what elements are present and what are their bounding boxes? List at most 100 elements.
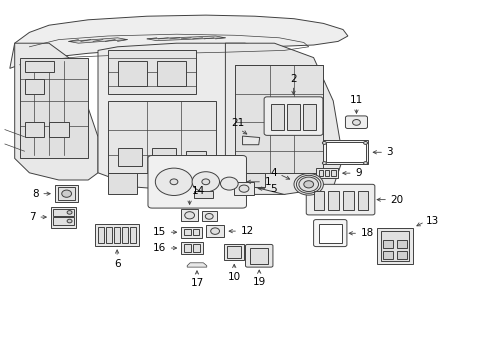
Bar	[20, 58, 88, 158]
Bar	[343, 191, 354, 210]
Bar	[118, 61, 147, 86]
Polygon shape	[15, 43, 98, 180]
Text: 20: 20	[391, 195, 404, 204]
Circle shape	[352, 120, 361, 125]
Text: 7: 7	[29, 212, 36, 222]
Circle shape	[322, 162, 326, 165]
Bar	[24, 61, 54, 72]
Text: 21: 21	[231, 118, 245, 128]
Bar	[181, 227, 202, 238]
Text: 16: 16	[153, 243, 166, 253]
Text: 13: 13	[426, 216, 440, 226]
Bar	[55, 185, 78, 202]
Text: 11: 11	[350, 95, 363, 105]
Bar	[184, 244, 191, 252]
Bar	[224, 244, 244, 260]
Polygon shape	[243, 136, 260, 145]
Text: 10: 10	[228, 272, 241, 282]
Circle shape	[364, 162, 368, 165]
Circle shape	[294, 174, 323, 195]
Text: 3: 3	[387, 147, 393, 157]
Bar	[323, 140, 368, 164]
Bar	[235, 173, 265, 187]
Bar	[397, 240, 407, 248]
Bar	[157, 61, 186, 86]
Circle shape	[185, 212, 195, 219]
Circle shape	[220, 177, 238, 190]
Text: 2: 2	[290, 73, 297, 84]
Bar	[95, 224, 139, 246]
Bar	[108, 101, 216, 173]
Polygon shape	[10, 15, 348, 68]
Text: 15: 15	[153, 227, 166, 237]
Bar	[152, 148, 176, 166]
Bar	[325, 170, 329, 176]
Bar	[24, 122, 44, 137]
Bar	[130, 227, 136, 243]
Bar	[181, 209, 198, 221]
Polygon shape	[69, 38, 127, 43]
Bar	[234, 182, 254, 195]
Circle shape	[170, 179, 178, 185]
Bar	[326, 142, 366, 162]
Bar	[114, 227, 120, 243]
Bar	[186, 151, 206, 166]
Bar	[193, 229, 199, 235]
Text: 1: 1	[265, 177, 271, 187]
Circle shape	[364, 141, 368, 144]
Text: 17: 17	[190, 278, 204, 288]
Bar	[303, 104, 316, 130]
Text: 12: 12	[241, 226, 254, 236]
Polygon shape	[98, 43, 323, 194]
Text: 4: 4	[270, 168, 277, 178]
Bar	[58, 187, 75, 200]
Bar	[24, 79, 44, 94]
Bar	[206, 225, 224, 237]
Circle shape	[67, 219, 72, 223]
Bar	[202, 211, 217, 221]
Text: 14: 14	[192, 186, 205, 196]
FancyBboxPatch shape	[345, 116, 368, 129]
Bar	[98, 227, 104, 243]
Bar	[49, 122, 69, 137]
FancyBboxPatch shape	[306, 184, 375, 215]
Circle shape	[205, 213, 213, 219]
Bar	[157, 173, 186, 194]
Bar	[184, 229, 191, 235]
Bar	[235, 65, 323, 173]
Bar	[328, 191, 339, 210]
Bar	[194, 191, 213, 198]
Bar	[53, 217, 74, 225]
Circle shape	[299, 177, 318, 192]
Text: 18: 18	[361, 228, 374, 238]
Text: 8: 8	[32, 189, 39, 199]
Bar	[122, 227, 128, 243]
Circle shape	[202, 179, 210, 185]
Circle shape	[304, 181, 314, 188]
Circle shape	[192, 172, 220, 192]
FancyBboxPatch shape	[148, 156, 246, 208]
Bar	[331, 170, 336, 176]
Circle shape	[239, 185, 249, 192]
Bar	[181, 242, 203, 254]
Bar	[319, 224, 342, 243]
Bar	[108, 50, 196, 94]
Bar	[383, 240, 393, 248]
Bar	[377, 228, 413, 264]
Bar	[51, 207, 76, 228]
Text: 19: 19	[252, 277, 266, 287]
Text: 6: 6	[114, 259, 121, 269]
Bar	[108, 173, 137, 194]
Bar	[287, 104, 300, 130]
Bar	[118, 148, 142, 166]
Text: 5: 5	[270, 184, 277, 194]
Circle shape	[322, 141, 326, 144]
Circle shape	[155, 168, 193, 195]
Circle shape	[211, 228, 220, 234]
Bar	[316, 168, 338, 178]
Polygon shape	[147, 36, 225, 41]
Bar	[193, 244, 200, 252]
Text: 9: 9	[355, 168, 362, 178]
Bar	[314, 191, 324, 210]
Polygon shape	[225, 43, 343, 194]
